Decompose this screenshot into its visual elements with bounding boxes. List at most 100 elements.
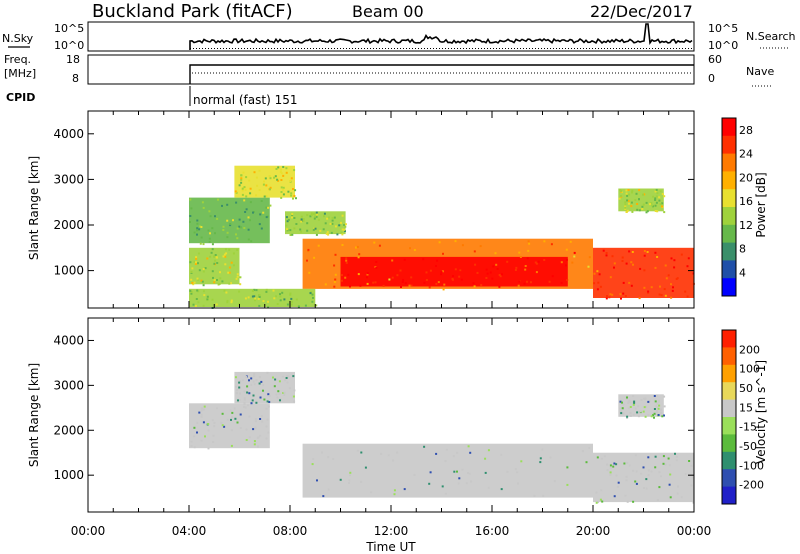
scatter-point xyxy=(603,455,606,458)
colorbar-tick-label: 100 xyxy=(739,363,760,376)
scatter-point xyxy=(315,215,318,218)
y-tick-label: 4000 xyxy=(53,127,84,141)
scatter-point xyxy=(623,462,626,465)
scatter-point xyxy=(654,466,657,469)
scatter-point xyxy=(279,295,282,298)
scatter-point xyxy=(630,201,633,204)
scatter-point xyxy=(265,184,268,187)
scatter-point xyxy=(239,283,242,286)
scatter-point xyxy=(275,295,278,298)
scatter-point xyxy=(602,249,605,252)
scatter-point xyxy=(670,257,673,260)
scatter-point xyxy=(243,199,246,202)
scatter-point xyxy=(631,191,633,194)
scatter-point xyxy=(654,197,657,200)
scatter-point xyxy=(341,279,343,282)
scatter-point xyxy=(242,220,245,223)
scatter-point xyxy=(440,273,443,276)
scatter-point xyxy=(262,300,265,303)
scatter-point xyxy=(680,496,683,499)
scatter-point xyxy=(626,500,629,503)
scatter-point xyxy=(304,304,307,307)
nsky-left-tick-high: 10^5 xyxy=(54,22,84,35)
scatter-point xyxy=(245,428,248,431)
scatter-point xyxy=(300,215,303,218)
scatter-point xyxy=(313,227,316,230)
scatter-point xyxy=(537,260,540,263)
scatter-point xyxy=(355,246,357,249)
colorbar-swatch xyxy=(722,171,736,190)
scatter-point xyxy=(516,471,519,474)
scatter-point xyxy=(659,203,662,206)
scatter-point xyxy=(280,168,282,171)
scatter-point xyxy=(621,256,624,259)
scatter-point xyxy=(473,285,476,288)
scatter-point xyxy=(293,217,296,219)
scatter-point xyxy=(325,232,328,235)
nsky-panel-frame xyxy=(87,21,695,52)
scatter-point xyxy=(435,452,438,455)
scatter-point xyxy=(272,376,274,379)
scatter-point xyxy=(530,281,532,284)
scatter-point xyxy=(519,256,522,258)
scatter-point xyxy=(436,259,439,262)
scatter-point xyxy=(566,466,569,469)
scatter-point xyxy=(670,296,673,299)
scatter-point xyxy=(648,399,651,402)
scatter-point xyxy=(661,202,664,205)
scatter-point xyxy=(282,188,285,191)
scatter-point xyxy=(650,286,653,289)
scatter-point xyxy=(200,236,203,239)
scatter-point xyxy=(236,275,239,278)
scatter-point xyxy=(293,389,296,392)
scatter-point xyxy=(265,425,268,428)
scatter-point xyxy=(344,225,347,228)
colorbar-swatch xyxy=(722,242,736,261)
scatter-point xyxy=(622,412,625,415)
scatter-point xyxy=(409,247,411,250)
scatter-point xyxy=(259,418,262,420)
scatter-point xyxy=(255,194,258,197)
colorbar-swatch xyxy=(722,486,736,505)
scatter-point xyxy=(259,434,262,437)
scatter-point xyxy=(498,274,501,276)
scatter-point xyxy=(281,375,284,378)
scatter-point xyxy=(600,489,603,492)
scatter-point xyxy=(223,289,226,292)
scatter-point xyxy=(339,478,342,481)
scatter-point xyxy=(548,280,551,283)
scatter-point xyxy=(245,208,248,211)
scatter-point xyxy=(650,415,653,418)
scatter-point xyxy=(239,392,241,395)
scatter-point xyxy=(252,211,254,214)
scatter-point xyxy=(202,243,205,246)
scatter-point xyxy=(265,437,268,440)
scatter-point xyxy=(656,402,659,405)
scatter-point xyxy=(527,240,530,243)
scatter-point xyxy=(613,266,615,269)
velocity-y-axis: 1000 2000 3000 4000 xyxy=(53,333,694,482)
scatter-point xyxy=(391,259,394,262)
scatter-point xyxy=(245,439,248,441)
scatter-point xyxy=(628,399,631,402)
scatter-point xyxy=(235,385,237,388)
scatter-point xyxy=(452,455,455,458)
scatter-point xyxy=(202,304,205,307)
scatter-point xyxy=(223,253,226,256)
scatter-point xyxy=(189,215,192,217)
scatter-point xyxy=(347,273,350,276)
scatter-point xyxy=(198,411,201,414)
scatter-point xyxy=(331,216,334,219)
scatter-point xyxy=(253,288,256,291)
scatter-point xyxy=(663,288,666,291)
scatter-point xyxy=(638,189,641,192)
colorbar-swatch xyxy=(722,469,736,488)
scatter-point xyxy=(236,389,239,392)
scatter-point xyxy=(255,379,258,382)
scatter-point xyxy=(375,260,378,263)
scatter-point xyxy=(226,418,229,421)
scatter-point xyxy=(291,216,293,219)
scatter-point xyxy=(534,261,537,264)
scatter-point xyxy=(191,267,194,270)
scatter-point xyxy=(393,493,396,496)
